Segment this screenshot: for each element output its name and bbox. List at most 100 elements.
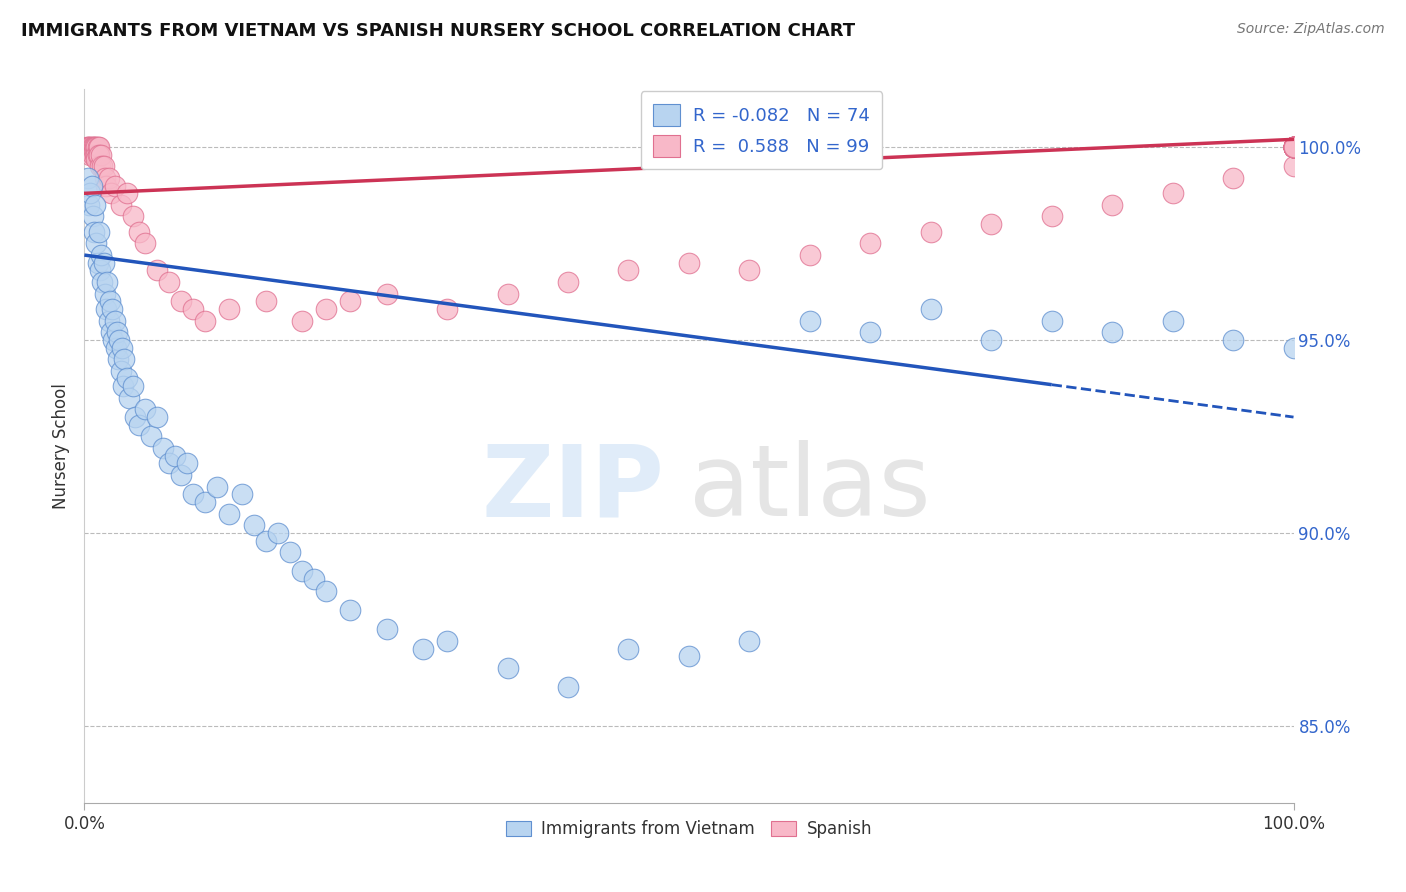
Point	[94, 286, 117, 301]
Point	[79, 148, 101, 162]
Point	[1282, 140, 1305, 154]
Point	[738, 633, 761, 648]
Point	[86, 236, 108, 251]
Point	[339, 294, 361, 309]
Point	[112, 352, 135, 367]
Point	[1282, 140, 1305, 154]
Point	[152, 441, 174, 455]
Point	[1282, 140, 1305, 154]
Text: atlas: atlas	[689, 441, 931, 537]
Point	[100, 325, 122, 339]
Point	[254, 294, 277, 309]
Point	[1040, 210, 1063, 224]
Point	[1282, 140, 1305, 154]
Point	[1282, 140, 1305, 154]
Point	[104, 178, 127, 193]
Point	[412, 641, 434, 656]
Point	[1282, 140, 1305, 154]
Point	[124, 410, 146, 425]
Point	[1282, 140, 1305, 154]
Point	[738, 263, 761, 277]
Point	[128, 225, 150, 239]
Point	[128, 417, 150, 432]
Point	[1282, 140, 1305, 154]
Point	[181, 487, 204, 501]
Point	[1282, 140, 1305, 154]
Point	[207, 479, 229, 493]
Point	[1282, 140, 1305, 154]
Point	[1282, 140, 1305, 154]
Text: IMMIGRANTS FROM VIETNAM VS SPANISH NURSERY SCHOOL CORRELATION CHART: IMMIGRANTS FROM VIETNAM VS SPANISH NURSE…	[21, 22, 855, 40]
Point	[146, 410, 169, 425]
Point	[678, 649, 700, 664]
Point	[157, 275, 180, 289]
Point	[1161, 186, 1184, 201]
Point	[80, 144, 103, 158]
Point	[859, 236, 882, 251]
Point	[980, 217, 1002, 231]
Point	[1282, 140, 1305, 154]
Point	[79, 186, 101, 201]
Point	[1101, 198, 1123, 212]
Point	[77, 198, 100, 212]
Point	[86, 140, 108, 154]
Point	[218, 507, 240, 521]
Point	[97, 313, 120, 327]
Point	[93, 256, 115, 270]
Point	[1282, 140, 1305, 154]
Point	[1282, 140, 1305, 154]
Point	[799, 248, 821, 262]
Point	[496, 286, 519, 301]
Point	[799, 313, 821, 327]
Point	[1282, 140, 1305, 154]
Point	[231, 487, 253, 501]
Point	[115, 186, 138, 201]
Point	[121, 379, 143, 393]
Point	[1282, 140, 1305, 154]
Point	[678, 256, 700, 270]
Point	[1101, 325, 1123, 339]
Point	[375, 622, 398, 636]
Point	[91, 159, 114, 173]
Point	[1282, 140, 1305, 154]
Point	[134, 236, 156, 251]
Point	[1222, 333, 1244, 347]
Point	[77, 140, 100, 154]
Point	[1282, 140, 1305, 154]
Point	[94, 301, 117, 316]
Point	[108, 333, 131, 347]
Point	[920, 225, 942, 239]
Point	[90, 248, 112, 262]
Point	[375, 286, 398, 301]
Point	[107, 352, 129, 367]
Point	[1282, 140, 1305, 154]
Point	[110, 364, 132, 378]
Point	[436, 633, 458, 648]
Point	[194, 495, 217, 509]
Point	[557, 680, 579, 694]
Point	[1282, 140, 1305, 154]
Point	[105, 325, 128, 339]
Point	[1282, 341, 1305, 355]
Point	[315, 583, 337, 598]
Point	[1282, 140, 1305, 154]
Point	[84, 198, 107, 212]
Point	[87, 225, 110, 239]
Point	[96, 275, 118, 289]
Point	[1282, 140, 1305, 154]
Point	[1282, 140, 1305, 154]
Point	[218, 301, 240, 316]
Point	[496, 661, 519, 675]
Point	[1161, 313, 1184, 327]
Point	[110, 198, 132, 212]
Point	[80, 178, 103, 193]
Point	[118, 391, 141, 405]
Point	[1282, 140, 1305, 154]
Point	[94, 178, 117, 193]
Point	[1282, 140, 1305, 154]
Point	[242, 518, 264, 533]
Text: ZIP: ZIP	[482, 441, 665, 537]
Point	[121, 210, 143, 224]
Point	[89, 159, 111, 173]
Point	[84, 148, 107, 162]
